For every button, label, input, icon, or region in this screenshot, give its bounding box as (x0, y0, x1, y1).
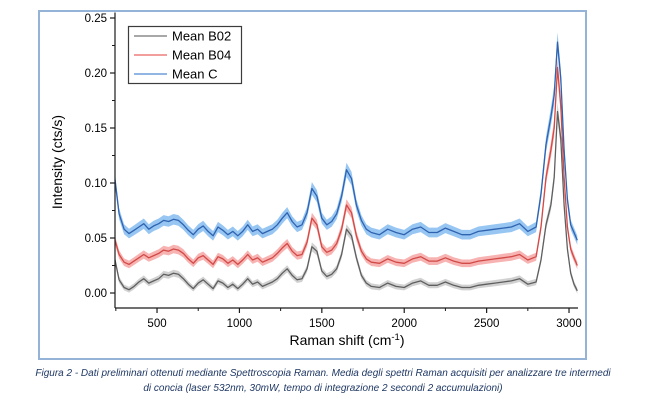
legend-label-mean-c: Mean C (172, 67, 218, 82)
figure-caption-line1: Figura 2 - Dati preliminari ottenuti med… (35, 368, 611, 379)
x-axis-title: Raman shift (cm-1) (289, 332, 404, 348)
y-tick-label: 0.10 (85, 178, 107, 190)
series-line-mean-c (114, 41, 578, 241)
legend-label-mean-b04: Mean B04 (172, 48, 231, 63)
y-tick-label: 0.20 (85, 68, 107, 80)
y-tick-label: 0.05 (85, 233, 107, 245)
legend: Mean B02 Mean B04 Mean C (127, 25, 243, 85)
x-tick-label: 2500 (474, 318, 500, 330)
x-tick-label: 500 (147, 318, 166, 330)
legend-label-mean-b02: Mean B02 (172, 29, 231, 44)
series-band-mean-b04 (115, 57, 578, 270)
series-band-mean-b02 (115, 102, 578, 294)
series-line-mean-b04 (114, 66, 578, 266)
figure-frame-border (38, 10, 587, 360)
y-tick-label: 0.25 (85, 13, 107, 25)
raman-spectra-chart: 0.00 0.05 0.10 0.15 0.20 0.25 500 1000 1500 2000 2… (38, 10, 587, 360)
x-tick-label: 2000 (391, 318, 417, 330)
x-tick-label: 1000 (227, 318, 253, 330)
y-tick-label: 0.00 (85, 288, 107, 300)
x-tick-label: 3000 (556, 318, 582, 330)
figure-caption-line2: di concia (laser 532nm, 30mW, tempo di i… (143, 382, 503, 394)
plot-area: 0.00 0.05 0.10 0.15 0.20 0.25 500 1000 1500 2000 2… (49, 12, 582, 348)
figure-caption: Figura 2 - Dati preliminari ottenuti med… (0, 367, 646, 396)
series-band-mean-c (115, 32, 578, 245)
axes: 0.00 0.05 0.10 0.15 0.20 0.25 500 1000 1500 2000 2… (85, 12, 582, 330)
series-line-mean-b02 (114, 110, 578, 292)
y-tick-label: 0.15 (85, 123, 107, 135)
x-tick-label: 1500 (309, 318, 335, 330)
y-axis-title: Intensity (cts/s) (49, 115, 65, 209)
